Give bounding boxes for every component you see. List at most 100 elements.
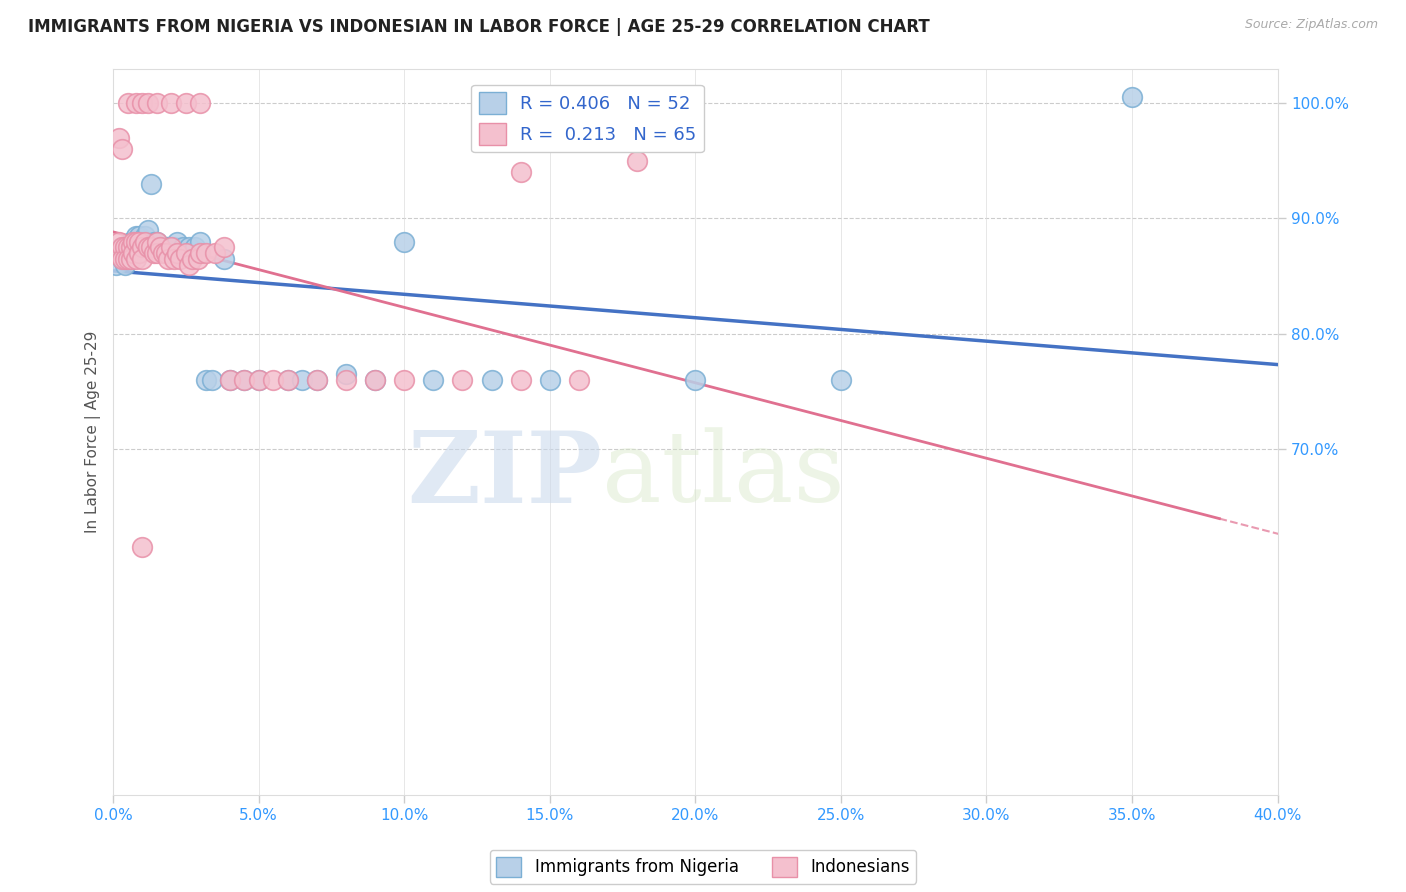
Point — [233, 373, 256, 387]
Point — [114, 252, 136, 266]
Point — [114, 246, 136, 260]
Point — [335, 373, 357, 387]
Point — [155, 240, 177, 254]
Point — [626, 153, 648, 168]
Point — [128, 235, 150, 249]
Point — [114, 240, 136, 254]
Point — [131, 240, 153, 254]
Legend: R = 0.406   N = 52, R =  0.213   N = 65: R = 0.406 N = 52, R = 0.213 N = 65 — [471, 85, 704, 153]
Point — [195, 373, 218, 387]
Text: ZIP: ZIP — [408, 427, 602, 524]
Point — [157, 252, 180, 266]
Point — [1121, 90, 1143, 104]
Point — [111, 240, 134, 254]
Point — [111, 252, 134, 266]
Point — [111, 252, 134, 266]
Point — [142, 235, 165, 249]
Point — [160, 240, 183, 254]
Point — [122, 235, 145, 249]
Point — [146, 235, 169, 249]
Point — [157, 240, 180, 254]
Point — [291, 373, 314, 387]
Point — [422, 373, 444, 387]
Point — [166, 235, 188, 249]
Point — [190, 96, 212, 111]
Point — [149, 240, 172, 254]
Point — [108, 130, 131, 145]
Point — [105, 258, 128, 272]
Point — [131, 240, 153, 254]
Point — [139, 177, 162, 191]
Point — [131, 252, 153, 266]
Point — [122, 235, 145, 249]
Point — [195, 246, 218, 260]
Point — [120, 235, 142, 249]
Point — [183, 240, 205, 254]
Point — [509, 165, 531, 179]
Point — [111, 240, 134, 254]
Point — [166, 246, 188, 260]
Point — [163, 252, 186, 266]
Point — [160, 96, 183, 111]
Point — [212, 252, 235, 266]
Point — [125, 235, 148, 249]
Point — [136, 96, 159, 111]
Point — [122, 246, 145, 260]
Point — [152, 240, 174, 254]
Legend: Immigrants from Nigeria, Indonesians: Immigrants from Nigeria, Indonesians — [489, 850, 917, 884]
Point — [131, 541, 153, 555]
Point — [233, 373, 256, 387]
Point — [108, 235, 131, 249]
Point — [568, 373, 591, 387]
Point — [262, 373, 284, 387]
Point — [174, 246, 197, 260]
Point — [131, 235, 153, 249]
Point — [538, 373, 561, 387]
Point — [117, 252, 139, 266]
Point — [146, 96, 169, 111]
Point — [128, 246, 150, 260]
Point — [481, 373, 503, 387]
Point — [125, 96, 148, 111]
Point — [509, 373, 531, 387]
Point — [117, 252, 139, 266]
Point — [186, 252, 208, 266]
Text: atlas: atlas — [602, 427, 845, 524]
Point — [451, 373, 474, 387]
Point — [125, 228, 148, 243]
Point — [152, 246, 174, 260]
Point — [134, 228, 156, 243]
Point — [128, 240, 150, 254]
Point — [114, 258, 136, 272]
Point — [134, 235, 156, 249]
Point — [108, 246, 131, 260]
Point — [190, 235, 212, 249]
Point — [394, 373, 416, 387]
Point — [305, 373, 328, 387]
Point — [305, 373, 328, 387]
Point — [163, 240, 186, 254]
Point — [335, 368, 357, 382]
Point — [149, 240, 172, 254]
Point — [172, 240, 194, 254]
Point — [218, 373, 240, 387]
Point — [128, 228, 150, 243]
Point — [122, 246, 145, 260]
Point — [830, 373, 852, 387]
Point — [177, 240, 200, 254]
Point — [174, 96, 197, 111]
Point — [212, 240, 235, 254]
Point — [125, 252, 148, 266]
Point — [146, 246, 169, 260]
Point — [142, 246, 165, 260]
Point — [685, 373, 707, 387]
Point — [136, 240, 159, 254]
Point — [155, 246, 177, 260]
Point — [125, 240, 148, 254]
Point — [177, 258, 200, 272]
Point — [247, 373, 270, 387]
Point — [201, 373, 224, 387]
Text: IMMIGRANTS FROM NIGERIA VS INDONESIAN IN LABOR FORCE | AGE 25-29 CORRELATION CHA: IMMIGRANTS FROM NIGERIA VS INDONESIAN IN… — [28, 18, 929, 36]
Point — [120, 252, 142, 266]
Point — [131, 96, 153, 111]
